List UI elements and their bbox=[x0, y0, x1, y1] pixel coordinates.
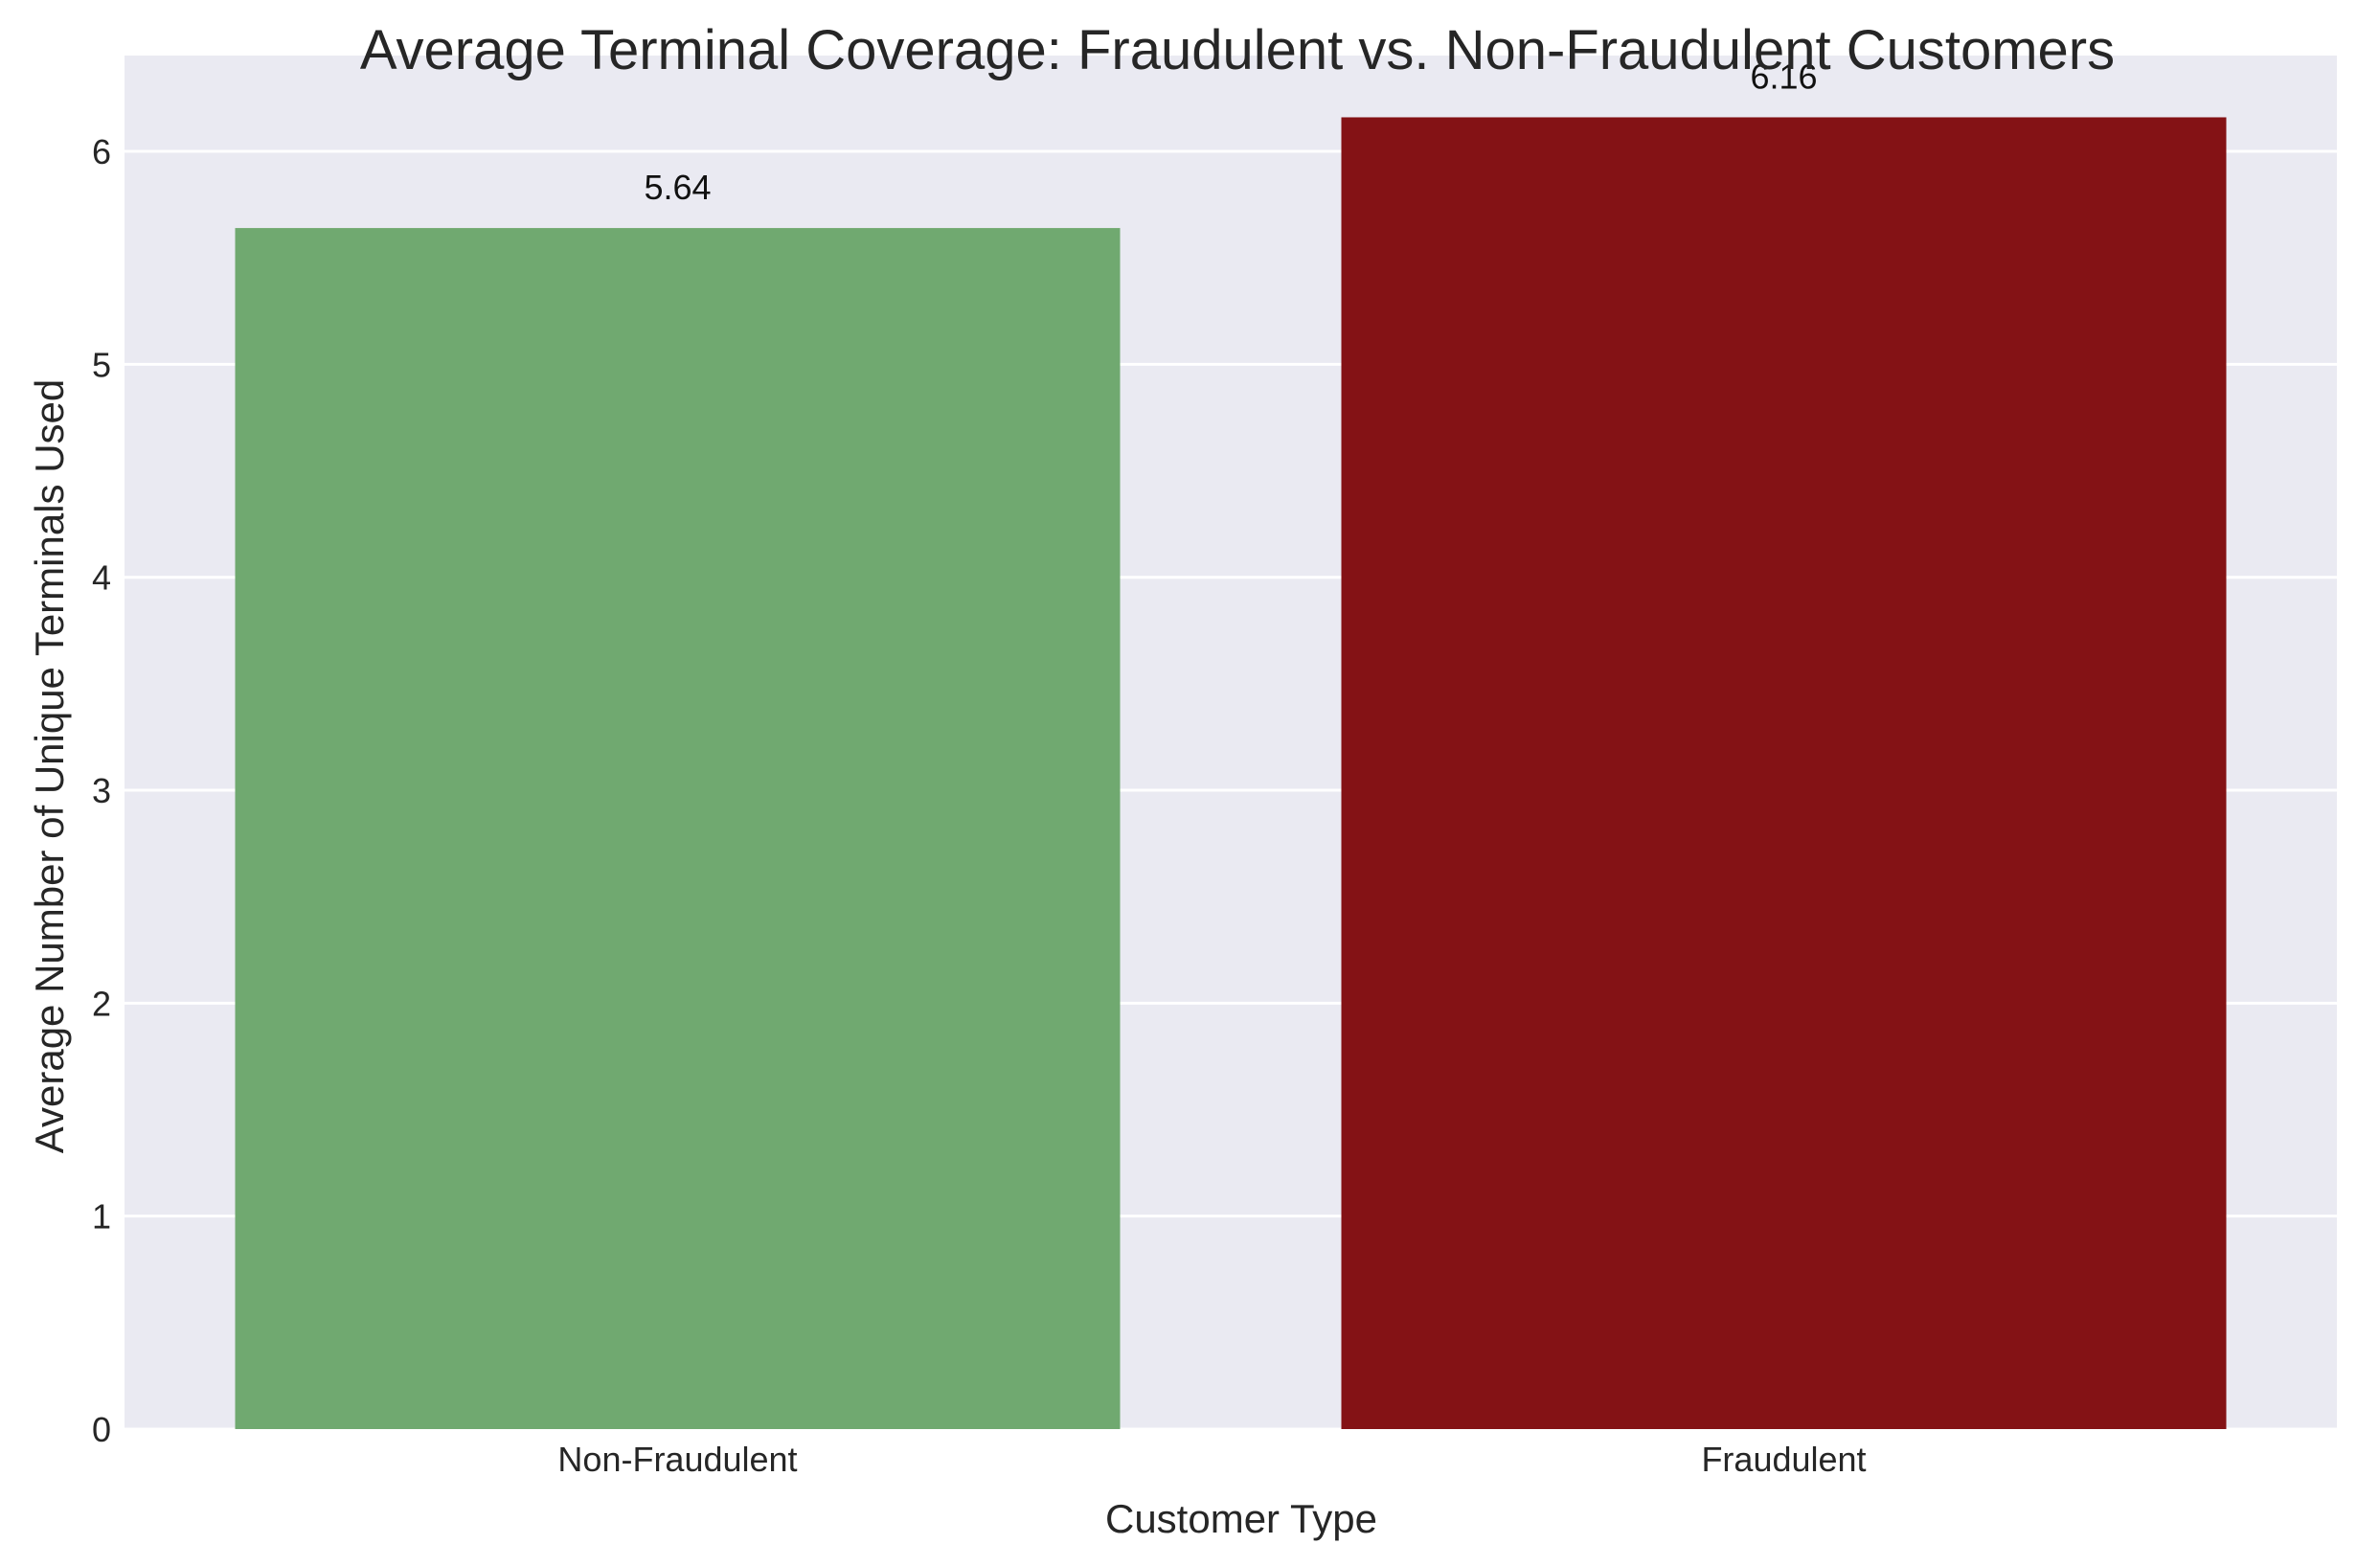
y-tick-label: 2 bbox=[92, 984, 111, 1023]
chart-title: Average Terminal Coverage: Fraudulent vs… bbox=[360, 19, 2115, 81]
bar-fraudulent bbox=[1341, 117, 2227, 1430]
bar-value-label: 5.64 bbox=[644, 168, 711, 207]
y-tick-label: 5 bbox=[92, 345, 111, 384]
x-tick-label: Fraudulent bbox=[1701, 1440, 1866, 1479]
y-axis-label: Average Number of Unique Terminals Used bbox=[27, 379, 72, 1154]
y-tick-label: 3 bbox=[92, 771, 111, 810]
y-tick-label: 6 bbox=[92, 132, 111, 171]
x-tick-label: Non-Fraudulent bbox=[557, 1440, 797, 1479]
bars bbox=[235, 117, 2227, 1430]
y-axis-ticks: 0 1 2 3 4 5 6 bbox=[92, 132, 111, 1449]
bar-value-label: 6.16 bbox=[1750, 57, 1817, 96]
y-tick-label: 4 bbox=[92, 558, 111, 598]
y-tick-label: 1 bbox=[92, 1197, 111, 1237]
x-axis-label: Customer Type bbox=[1105, 1496, 1377, 1541]
y-tick-label: 0 bbox=[92, 1410, 111, 1449]
bar-value-labels: 5.64 6.16 bbox=[644, 57, 1817, 207]
bar-non-fraudulent bbox=[235, 228, 1121, 1429]
x-axis-ticks: Non-Fraudulent Fraudulent bbox=[557, 1440, 1866, 1479]
